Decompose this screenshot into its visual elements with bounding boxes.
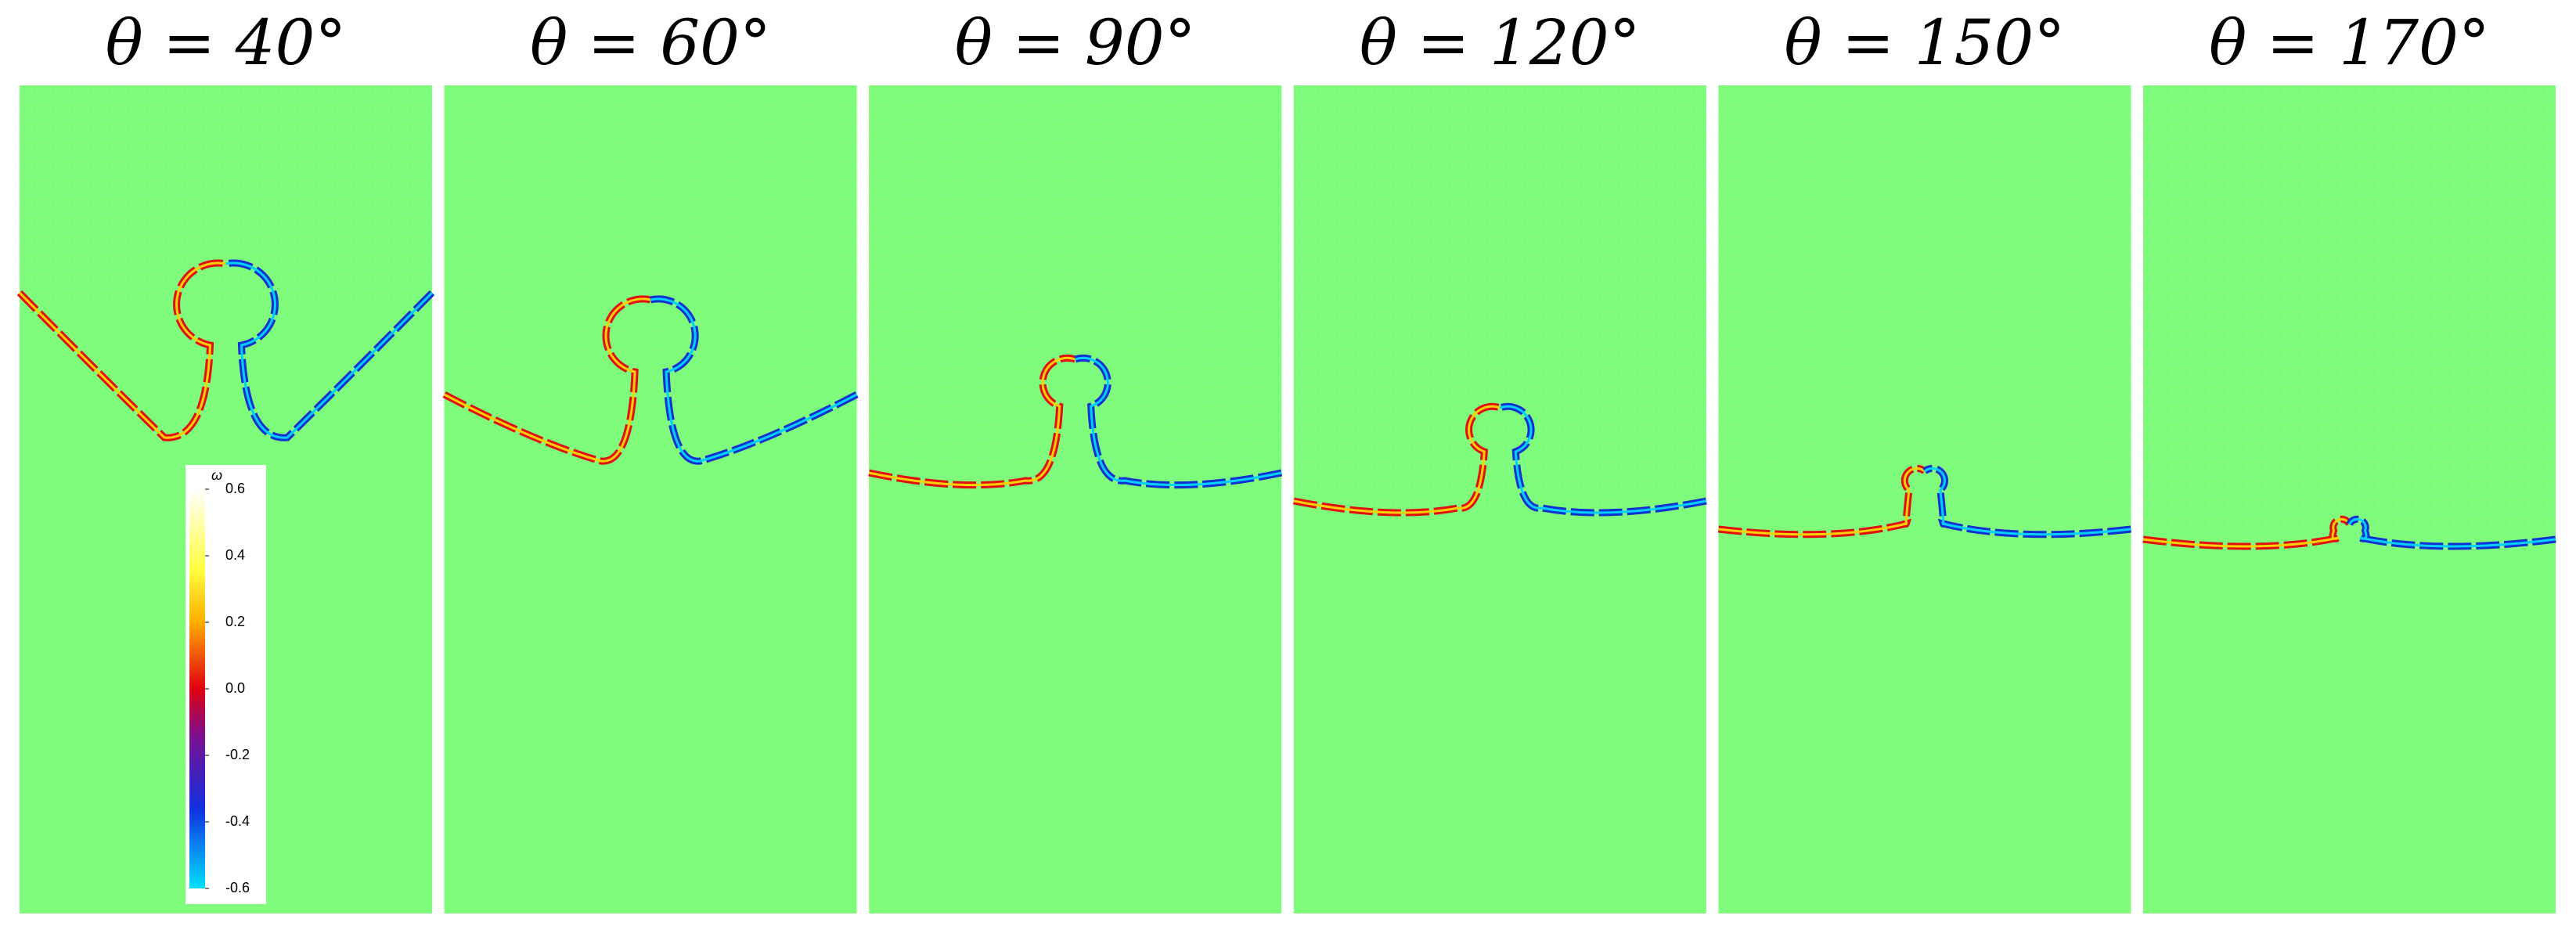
field-noise <box>1718 85 2131 545</box>
shear-layer-edge <box>443 297 651 463</box>
field-noise <box>1293 85 1706 517</box>
shear-layer-edge <box>868 356 1076 487</box>
colorbar-tick-label: -0.6 <box>225 880 250 895</box>
colorbar-tick-label: -0.4 <box>225 813 250 829</box>
shear-layer-edge <box>1499 405 1707 514</box>
colorbar-tick-label: 0.6 <box>225 481 245 496</box>
colorbar-tick-label: 0.0 <box>225 680 245 696</box>
colorbar-gradient <box>189 489 205 888</box>
panel <box>1292 85 1707 913</box>
panel-title: θ = 150° <box>1785 6 2066 79</box>
shear-layer-edge <box>1923 467 2131 536</box>
panel <box>868 85 1283 913</box>
shear-layer-edge <box>2348 517 2556 548</box>
field-noise <box>869 85 1282 488</box>
field-noise <box>20 85 432 308</box>
panel-title: θ = 60° <box>530 6 771 79</box>
panel-title: θ = 170° <box>2209 6 2490 79</box>
colorbar-label: ω <box>211 467 222 483</box>
field-noise <box>444 85 857 410</box>
panel <box>442 85 859 913</box>
shear-layer-edge <box>650 297 858 463</box>
colorbar-tick-label: -0.2 <box>225 747 250 762</box>
panel <box>1717 85 2131 913</box>
shear-layer-edge <box>1075 356 1282 487</box>
panel <box>2142 85 2556 913</box>
colorbar-tick-label: 0.2 <box>225 614 245 629</box>
shear-layer-edge <box>225 261 434 439</box>
shear-layer-edge <box>18 261 226 439</box>
shear-layer-edge <box>1293 405 1501 514</box>
shear-layer-edge <box>1718 467 1926 536</box>
panel-title: θ = 40° <box>106 6 347 79</box>
colorbar-tick-label: 0.4 <box>225 547 245 563</box>
panel-title: θ = 120° <box>1360 6 1641 79</box>
field-noise <box>2143 85 2556 555</box>
panel-title: θ = 90° <box>955 6 1196 79</box>
shear-layer-edge <box>2142 517 2351 548</box>
